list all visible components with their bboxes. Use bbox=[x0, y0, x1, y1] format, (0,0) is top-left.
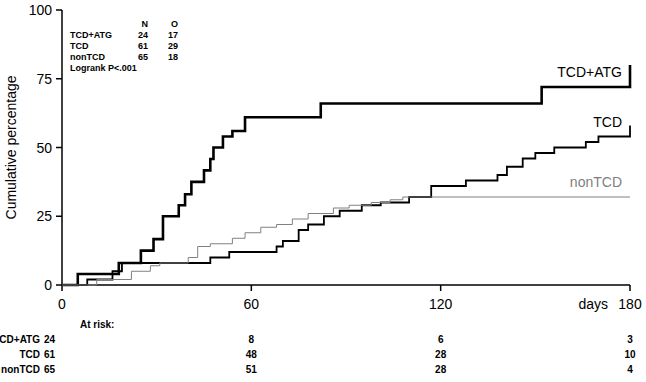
legend-header: O bbox=[171, 19, 178, 29]
legend-name: TCD+ATG bbox=[70, 30, 112, 40]
legend-name: nonTCD bbox=[70, 52, 105, 62]
at-risk-value: 6 bbox=[438, 334, 444, 345]
x-tick bbox=[440, 285, 442, 291]
x-tick bbox=[251, 285, 253, 291]
y-tick bbox=[56, 9, 62, 11]
at-risk-value: 24 bbox=[44, 334, 56, 345]
at-risk-value: 10 bbox=[624, 349, 636, 360]
chart-root: 0 25 50 75 100 0 60 120 180 days Cumulative percen… bbox=[0, 0, 646, 382]
series-label: TCD bbox=[593, 114, 622, 130]
legend-n: 61 bbox=[138, 41, 148, 51]
series-label: nonTCD bbox=[570, 174, 622, 190]
x-tick-label: 0 bbox=[58, 296, 66, 312]
series-line bbox=[62, 197, 630, 285]
y-tick-label: 25 bbox=[36, 208, 52, 224]
at-risk-value: 65 bbox=[44, 364, 56, 375]
at-risk-value: 4 bbox=[627, 364, 633, 375]
at-risk-value: 51 bbox=[246, 364, 258, 375]
at-risk-row-name: nonTCD bbox=[1, 364, 40, 375]
at-risk-value: 48 bbox=[246, 349, 258, 360]
legend-n: 65 bbox=[138, 52, 148, 62]
chart: 0 25 50 75 100 0 60 120 180 days Cumulative percen… bbox=[0, 0, 646, 382]
at-risk-value: 28 bbox=[435, 349, 447, 360]
at-risk-value: 61 bbox=[44, 349, 56, 360]
annotation: Logrank P<.001 bbox=[70, 63, 137, 73]
legend-o: 17 bbox=[168, 30, 178, 40]
x-tick-label: 120 bbox=[429, 296, 453, 312]
y-tick-label: 50 bbox=[36, 140, 52, 156]
at-risk-row-name: TCD bbox=[19, 349, 40, 360]
at-risk-label: At risk: bbox=[80, 319, 114, 330]
at-risk-value: 3 bbox=[627, 334, 633, 345]
y-tick bbox=[56, 147, 62, 149]
x-axis bbox=[62, 284, 630, 286]
y-tick bbox=[56, 284, 62, 286]
y-axis-label: Cumulative percentage bbox=[3, 75, 19, 219]
series-line bbox=[62, 65, 630, 285]
series-line bbox=[62, 126, 630, 286]
at-risk-row-name: TCD+ATG bbox=[0, 334, 40, 345]
x-tick bbox=[629, 285, 631, 291]
y-tick-label: 100 bbox=[29, 2, 53, 18]
y-tick bbox=[56, 216, 62, 218]
y-tick bbox=[56, 78, 62, 80]
legend-o: 18 bbox=[168, 52, 178, 62]
y-tick-label: 75 bbox=[36, 71, 52, 87]
series-label: TCD+ATG bbox=[557, 64, 622, 80]
plot-area bbox=[62, 65, 630, 285]
legend-header: N bbox=[142, 19, 149, 29]
at-risk-value: 8 bbox=[249, 334, 255, 345]
y-tick-label: 0 bbox=[44, 277, 52, 293]
x-tick-label: 180 bbox=[618, 296, 642, 312]
x-axis-label: days bbox=[578, 296, 608, 312]
legend-name: TCD bbox=[70, 41, 89, 51]
x-tick-label: 60 bbox=[244, 296, 260, 312]
legend-o: 29 bbox=[168, 41, 178, 51]
at-risk-value: 28 bbox=[435, 364, 447, 375]
legend-n: 24 bbox=[138, 30, 148, 40]
